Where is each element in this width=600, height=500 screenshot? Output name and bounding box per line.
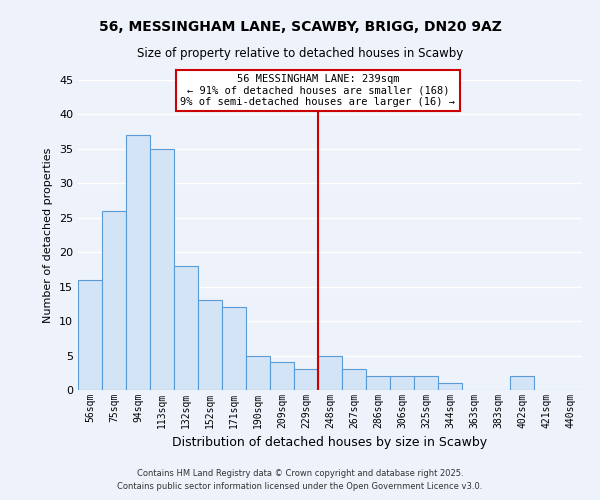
Bar [366,376,390,390]
Bar [222,308,246,390]
Bar [198,300,222,390]
Bar [126,135,150,390]
Bar [318,356,342,390]
Bar [510,376,534,390]
Bar [342,370,366,390]
Bar [414,376,438,390]
Bar [102,211,126,390]
X-axis label: Distribution of detached houses by size in Scawby: Distribution of detached houses by size … [172,436,488,450]
Bar [438,383,462,390]
Bar [390,376,414,390]
Text: Contains public sector information licensed under the Open Government Licence v3: Contains public sector information licen… [118,482,482,491]
Text: Contains HM Land Registry data © Crown copyright and database right 2025.: Contains HM Land Registry data © Crown c… [137,468,463,477]
Text: Size of property relative to detached houses in Scawby: Size of property relative to detached ho… [137,48,463,60]
Text: 56 MESSINGHAM LANE: 239sqm
← 91% of detached houses are smaller (168)
9% of semi: 56 MESSINGHAM LANE: 239sqm ← 91% of deta… [181,74,455,107]
Bar [270,362,294,390]
Y-axis label: Number of detached properties: Number of detached properties [43,148,53,322]
Bar [150,149,174,390]
Text: 56, MESSINGHAM LANE, SCAWBY, BRIGG, DN20 9AZ: 56, MESSINGHAM LANE, SCAWBY, BRIGG, DN20… [98,20,502,34]
Bar [78,280,102,390]
Bar [246,356,270,390]
Bar [294,370,318,390]
Bar [174,266,198,390]
